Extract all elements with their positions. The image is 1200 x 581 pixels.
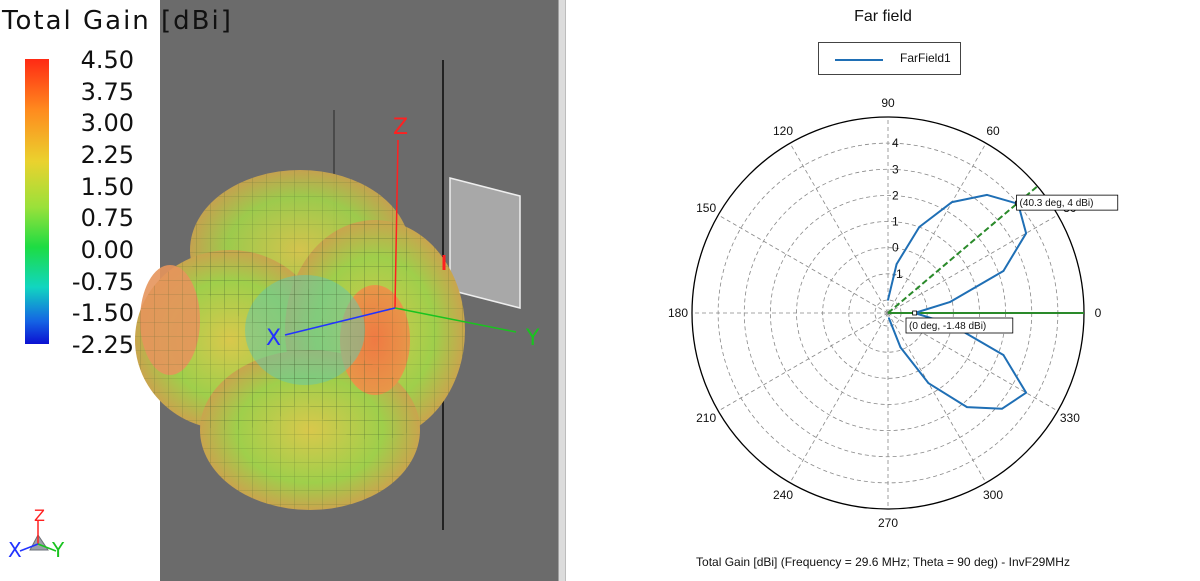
colorbar-tick: 0.75 [80, 204, 134, 232]
angle-tick-label: 180 [668, 306, 688, 320]
polar-grid-spoke [887, 143, 987, 314]
colorbar-tick: 2.25 [80, 141, 134, 169]
triad-z-label: Z [34, 506, 45, 525]
y-axis-label: Y [526, 326, 540, 351]
angle-tick-label: 0 [1095, 306, 1102, 320]
series-point [1001, 407, 1004, 410]
polar-grid-spoke [718, 214, 889, 314]
angle-tick-label: 210 [696, 411, 716, 425]
angle-tick-label: 270 [878, 516, 898, 530]
triad-x-label: X [8, 538, 22, 562]
series-point [888, 317, 890, 320]
colorbar-tick: 0.00 [80, 236, 134, 264]
polar-chart[interactable]: 0306090120150180210240270300330-101234(4… [566, 0, 1200, 540]
polar-grid-spoke [789, 143, 889, 314]
angle-tick-label: 120 [773, 124, 793, 138]
angle-tick-label: 300 [983, 488, 1003, 502]
series-point [899, 346, 902, 349]
series-point [1025, 391, 1027, 394]
plot-title: Far field [854, 8, 912, 25]
polar-grid-spoke [789, 312, 889, 483]
axis-triad-icon [19, 520, 57, 552]
colorbar-tick: 3.00 [80, 109, 134, 137]
series-point [1002, 354, 1005, 356]
radial-tick-label: 1 [892, 215, 899, 229]
x-axis-line [284, 307, 396, 336]
series-point [927, 382, 930, 385]
colorbar-tick: 1.50 [80, 173, 134, 201]
legend-line-swatch [835, 59, 883, 61]
colorbar-title: Total Gain [dBi] [2, 6, 233, 36]
ground-plate [449, 177, 521, 309]
radial-tick-label: -1 [892, 267, 903, 281]
legend[interactable]: FarField1 [818, 42, 961, 75]
z-axis-label: Z [393, 115, 409, 140]
marker-zero-box [905, 317, 1014, 334]
x-axis-label: X [266, 326, 282, 351]
colorbar-tick: 3.75 [80, 78, 134, 106]
radial-tick-label: 4 [892, 136, 899, 150]
plot-footer: Total Gain [dBi] (Frequency = 29.6 MHz; … [696, 555, 1070, 569]
z-axis-line [394, 139, 399, 309]
series-point [951, 201, 953, 204]
pane-splitter[interactable] [558, 0, 566, 581]
radiation-lobes [135, 170, 465, 510]
series-point [895, 263, 898, 266]
marker-line-peak [887, 185, 1039, 314]
marker-peak-label: (40.3 deg, 4 dBi) [1020, 198, 1094, 209]
series-line-farfield1 [887, 193, 1028, 410]
polar-grid-spoke [887, 214, 1058, 314]
marker-peak-box [1016, 194, 1119, 211]
series-point [887, 299, 889, 301]
angle-tick-label: 90 [881, 96, 895, 110]
polar-grid-spoke [887, 312, 1058, 412]
series-point [986, 193, 989, 196]
colorbar-tick: -2.25 [71, 331, 134, 359]
polar-plot-pane[interactable]: Far field FarField1 03060901201501802102… [566, 0, 1200, 581]
series-point [918, 226, 921, 228]
viewport-3d-pane[interactable]: Z X Y X Y Z Total Gain [dBi] 4.50 3.75 3… [0, 0, 558, 581]
marker-zero-label: (0 deg, -1.48 dBi) [909, 321, 986, 332]
colorbar-tick: -1.50 [71, 299, 134, 327]
colorbar-tick: -0.75 [71, 268, 134, 296]
series-point [1025, 232, 1027, 235]
angle-tick-label: 330 [1060, 411, 1080, 425]
legend-entry: FarField1 [900, 51, 951, 65]
triad-y-label: Y [52, 538, 65, 562]
colorbar-tick: 4.50 [80, 46, 134, 74]
y-axis-line [394, 307, 517, 333]
angle-tick-label: 240 [773, 488, 793, 502]
radiation-pattern-3d[interactable] [0, 0, 558, 581]
radial-tick-label: 0 [892, 241, 899, 255]
angle-tick-label: 60 [986, 124, 1000, 138]
angle-tick-label: 150 [696, 201, 716, 215]
radial-tick-label: 2 [892, 188, 899, 202]
polar-grid-spoke [718, 312, 889, 412]
series-point [948, 301, 951, 304]
radial-tick-label: 3 [892, 162, 899, 176]
marker-point [912, 310, 918, 316]
series-point [1002, 270, 1005, 272]
polar-grid-spoke [887, 312, 987, 483]
colorbar [25, 59, 49, 344]
series-point [966, 406, 968, 408]
